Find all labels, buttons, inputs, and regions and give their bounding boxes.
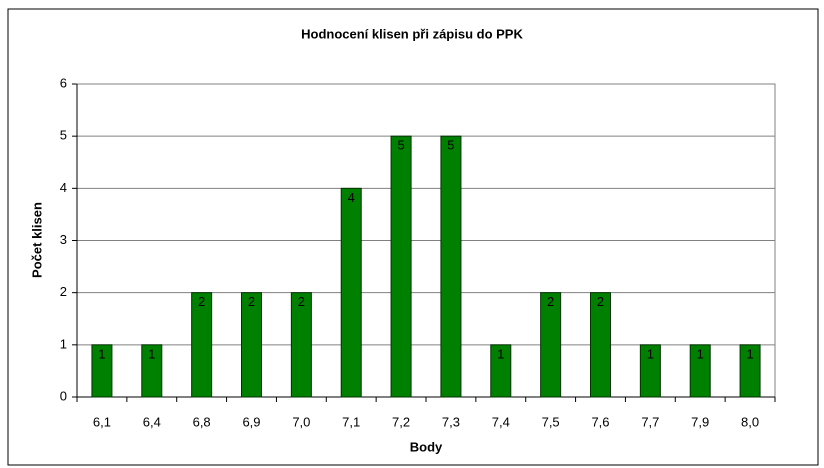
x-tick-label: 8,0: [741, 414, 759, 429]
y-tick-label: 4: [60, 180, 67, 195]
bar: [540, 292, 562, 398]
bar: [191, 292, 213, 398]
data-label: 1: [697, 346, 704, 361]
data-label: 1: [497, 346, 504, 361]
bar: [689, 344, 711, 398]
data-label: 1: [148, 346, 155, 361]
data-label: 1: [647, 346, 654, 361]
data-label: 4: [348, 190, 355, 205]
x-tick-label: 7,5: [542, 414, 560, 429]
bar: [490, 344, 512, 398]
bar: [590, 292, 611, 398]
x-tick-label: 6,1: [93, 414, 111, 429]
x-tick-label: 7,6: [591, 414, 609, 429]
x-tick-label: 7,1: [342, 414, 360, 429]
x-tick-label: 7,0: [292, 414, 310, 429]
x-tick-label: 7,7: [641, 414, 659, 429]
y-axis-label: Počet klisen: [29, 202, 44, 278]
bar: [290, 292, 312, 398]
x-tick-label: 6,4: [143, 414, 161, 429]
data-label: 2: [248, 294, 255, 309]
x-tick-label: 7,2: [392, 414, 410, 429]
x-tick-label: 7,9: [691, 414, 709, 429]
y-tick-label: 1: [60, 336, 67, 351]
x-tick-label: 6,8: [193, 414, 211, 429]
y-tick-label: 6: [60, 75, 67, 90]
bar: [241, 292, 262, 398]
y-tick-label: 0: [60, 388, 67, 403]
data-label: 2: [547, 294, 554, 309]
data-label: 2: [298, 294, 305, 309]
bar: [340, 187, 362, 398]
y-tick-label: 2: [60, 284, 67, 299]
x-tick-label: 6,9: [242, 414, 260, 429]
x-tick-label: 7,3: [442, 414, 460, 429]
x-tick-label: 7,4: [492, 414, 510, 429]
data-label: 2: [198, 294, 205, 309]
bar: [141, 344, 163, 398]
data-label: 5: [397, 138, 404, 153]
bar: [639, 344, 661, 398]
x-axis-label: Body: [410, 439, 443, 454]
chart-title: Hodnocení klisen při zápisu do PPK: [301, 26, 523, 41]
data-label: 1: [746, 346, 753, 361]
bar: [91, 344, 113, 398]
bar: [739, 344, 761, 398]
y-tick-label: 3: [60, 232, 67, 247]
y-tick-label: 5: [60, 128, 67, 143]
bar: [390, 135, 412, 398]
data-label: 2: [597, 294, 604, 309]
data-label: 1: [98, 346, 105, 361]
bar: [440, 135, 462, 398]
data-label: 5: [447, 138, 454, 153]
